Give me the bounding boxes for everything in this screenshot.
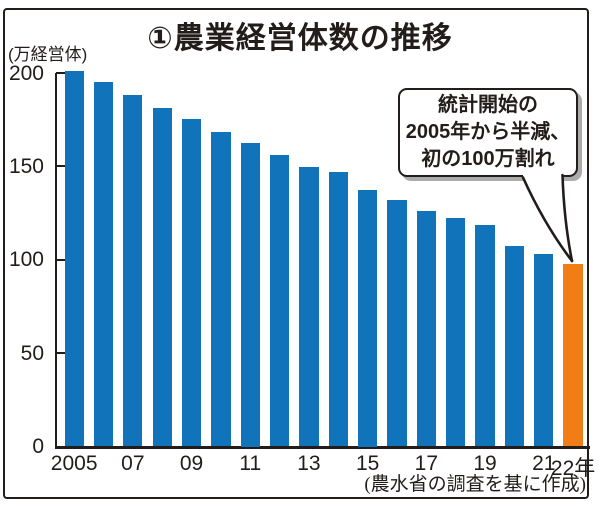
y-tick-200 — [56, 71, 67, 75]
y-axis-unit-label: (万経営体) — [8, 45, 88, 64]
bar-20 — [504, 245, 525, 447]
bar-07 — [123, 95, 143, 447]
y-axis-line — [54, 73, 57, 448]
bar-19 — [475, 225, 495, 447]
x-tick-label-09: 09 — [179, 452, 204, 475]
bar-18 — [446, 217, 466, 447]
x-axis-line — [54, 446, 590, 449]
bar-14 — [328, 171, 348, 447]
chart-frame — [3, 8, 589, 499]
annotation-line: 初の100万割れ — [421, 148, 555, 170]
source-note: (農水省の調査を基に作成) — [364, 474, 586, 495]
x-tick-label-07: 07 — [121, 452, 145, 475]
bar-22 — [563, 264, 583, 447]
chart-title: ①農業経営体数の推移 — [147, 22, 453, 55]
x-tick-label-2005: 2005 — [50, 452, 98, 475]
y-tick-label-150: 150 — [8, 154, 44, 178]
bar-21 — [534, 254, 554, 447]
y-tick-50 — [56, 352, 67, 355]
bar-2005 — [64, 71, 84, 447]
bar-06 — [93, 82, 114, 447]
bar-16 — [387, 199, 407, 447]
x-tick-label-13: 13 — [297, 452, 321, 475]
bar-08 — [152, 108, 172, 447]
bar-13 — [299, 167, 319, 447]
y-tick-label-200: 200 — [8, 61, 44, 85]
bar-17 — [416, 211, 436, 447]
x-tick-label-21: 21 — [532, 452, 556, 475]
bar-12 — [269, 155, 290, 447]
y-tick-150 — [56, 165, 67, 168]
y-tick-label-0: 0 — [32, 435, 44, 458]
bar-15 — [358, 189, 378, 447]
x-tick-label-22年: 22年 — [550, 457, 596, 480]
x-tick-label-11: 11 — [239, 452, 262, 475]
x-tick-label-15: 15 — [355, 452, 380, 475]
annotation-line: 2005年から半減、 — [405, 121, 571, 143]
y-tick-label-50: 50 — [20, 341, 44, 365]
y-tick-100 — [56, 258, 67, 261]
x-tick-label-17: 17 — [414, 452, 439, 475]
bar-11 — [240, 143, 260, 447]
x-tick-label-19: 19 — [473, 452, 497, 475]
y-tick-label-100: 100 — [8, 248, 44, 272]
bar-09 — [181, 118, 202, 447]
annotation-callout: 統計開始の 2005年から半減、 初の100万割れ — [398, 88, 578, 177]
annotation-line: 統計開始の — [438, 94, 538, 116]
bar-10 — [211, 131, 231, 447]
